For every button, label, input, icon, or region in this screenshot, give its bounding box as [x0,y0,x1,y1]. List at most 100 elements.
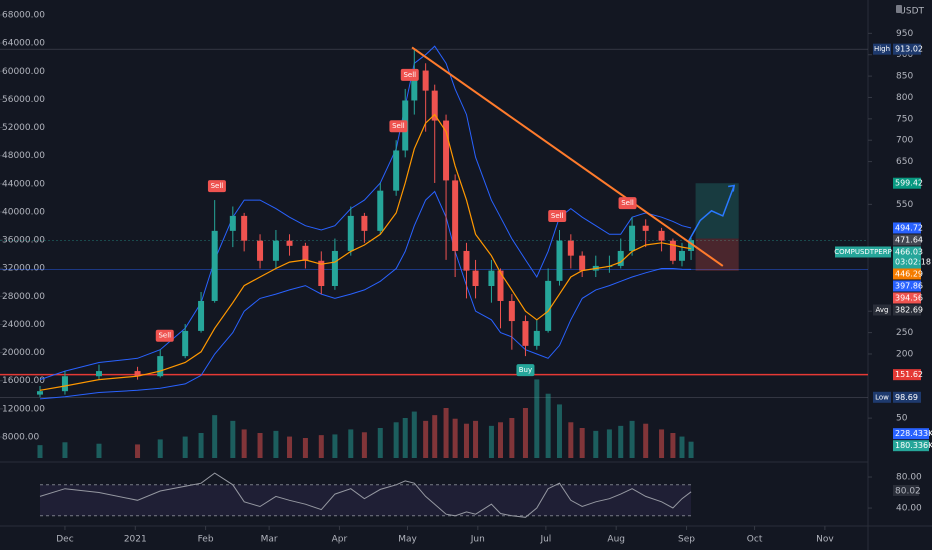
candle-body [443,120,450,181]
y2-tick-label: 64000.00 [2,39,45,49]
price-label-box [893,222,921,234]
candle-body [488,270,495,287]
candle-body [688,240,695,251]
price-label: 394.56 [895,293,923,302]
candle-body [508,300,515,322]
y-tick-label: 750 [896,114,913,124]
signal-badge [548,210,567,222]
volume-bar [688,441,694,458]
y2-tick-label: 24000.00 [2,320,45,330]
volume-bar [257,433,263,458]
y2-tick-label: 16000.00 [2,376,45,386]
signal-badge [516,364,535,377]
y2-tick-label: 52000.00 [2,123,45,133]
candle-body [61,376,68,392]
signal-badge [207,180,226,193]
volume-bar [509,418,515,458]
y2-tick-label: 40000.00 [2,207,45,217]
signal-badge [618,197,637,210]
candle-body [579,255,586,271]
x-tick-label: Aug [607,535,625,545]
y-tick-label: 200 [896,349,913,359]
candle-body [497,270,504,301]
candle-body [642,225,649,231]
volume-bar [488,425,494,458]
signal-label: Sell [392,122,405,130]
y2-tick-label: 48000.00 [2,151,45,161]
candle-body [302,245,309,261]
rsi-tick-label: 40.00 [896,504,922,514]
rsi-line [39,472,692,518]
volume-bar [157,439,163,458]
volume-bar [670,433,676,458]
price-name-box [873,391,891,403]
price-label: 446.29 [895,269,923,278]
candle-body [211,230,218,301]
candle-body [182,330,189,357]
rsi-band [40,484,692,516]
volume-bar [522,408,528,458]
candle-body [452,180,459,251]
candle-body [198,300,205,331]
volume-bar [463,423,469,458]
x-tick-label: Mar [261,535,278,545]
price-name: COMPUSDTPERP [834,248,892,256]
price-label: 98.69 [895,393,918,402]
y2-tick-label: 44000.00 [2,179,45,189]
volume-bar [393,422,399,458]
volume-bar [241,429,247,458]
bb-lower [39,190,692,400]
candle-body [567,240,574,256]
volume-bar [629,420,635,458]
price-label-box [893,43,921,55]
volume-label-box [893,440,929,452]
y2-tick-label: 60000.00 [2,67,45,77]
volume-bar [618,425,624,458]
volume-bar [498,422,504,458]
volume-bar [361,432,367,458]
price-label-box [893,391,921,403]
price-label: 471.64 [895,235,923,244]
candle-body [472,270,479,287]
ema-line [39,113,692,391]
candle-body [257,240,264,261]
volume-label-box [893,428,929,440]
candle-body [522,321,529,346]
candle-body [431,90,438,121]
candle-body [411,70,418,101]
volume-bar [198,433,204,458]
candle-body [347,215,354,251]
trendline [411,46,724,267]
volume-bar [377,428,383,458]
price-label: 397.86 [895,281,923,290]
y-tick-label: 250 [896,328,913,338]
rsi-value-label: 80.02 [895,487,921,497]
volume-bar [287,436,293,458]
y-tick-label: 900 [896,50,913,60]
candle-body [463,250,470,271]
price-label: 151.62 [895,370,923,379]
y2-tick-label: 36000.00 [2,236,45,246]
volume-bar [643,423,649,458]
candle-body [617,250,624,266]
y2-tick-label: 32000.00 [2,264,45,274]
x-tick-label: Jul [539,535,551,545]
candle-body [157,356,164,377]
volume-bar [452,418,458,458]
y-tick-label: 800 [896,93,913,103]
y2-tick-label: 12000.00 [2,404,45,414]
y-tick-label: 650 [896,157,913,167]
volume-bar [230,420,236,458]
y2-tick-label: 28000.00 [2,292,45,302]
y-tick-label: 950 [896,29,913,39]
price-label: 599.42 [895,179,923,188]
candle-body [229,215,236,231]
volume-bar [318,435,324,458]
candle-body [318,260,325,287]
candle-body [545,280,552,331]
rsi-value-box [893,485,919,497]
price-name-box [835,246,891,258]
candle-body [241,215,248,241]
volume-label: 180.336K [895,441,932,450]
x-tick-label: 2021 [124,535,147,545]
